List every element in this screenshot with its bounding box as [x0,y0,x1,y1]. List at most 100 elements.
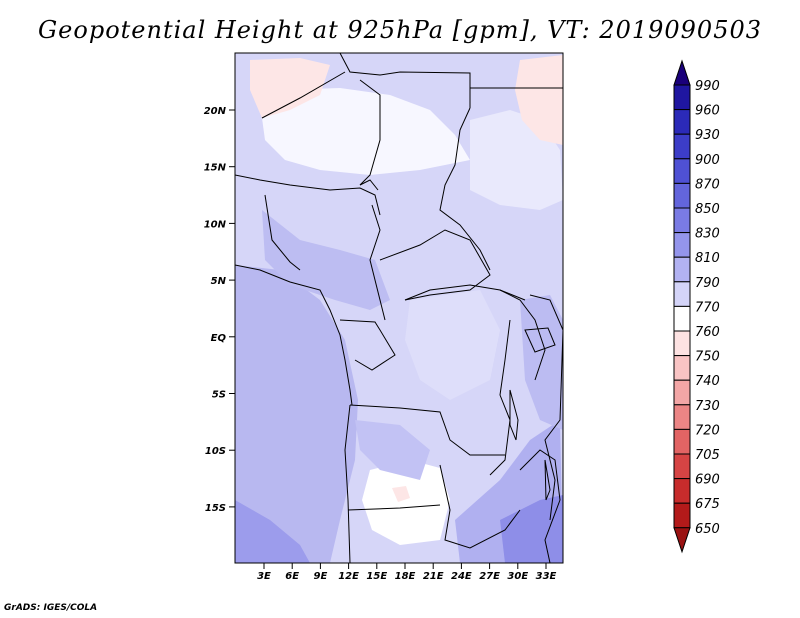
lake-tanganyika [509,389,519,441]
colorbar-label: 720 [695,423,720,438]
lon-label: 18E [395,571,416,582]
lat-label: 15N [204,163,227,174]
colorbar-label: 930 [695,128,720,143]
border-east-region [499,289,546,381]
colorbar-label: 760 [695,325,720,340]
lon-label: 12E [338,571,359,582]
colorbar-swatch [673,502,691,529]
colorbar-swatch [673,281,691,307]
contour-white-south [362,460,450,545]
contour-pink-northwest [250,58,330,118]
colorbar-bottom-arrow [673,527,691,554]
map-frame [234,52,564,564]
colorbar-swatch [673,109,691,135]
grads-credit: GrADS: IGES/COLA [4,603,98,613]
colorbar-swatch [673,428,691,455]
colorbar-label: 730 [695,399,720,414]
lon-label: 21E [423,571,444,582]
contour-pink-south [392,486,410,502]
colorbar-swatch [673,232,691,258]
colorbar-label: 690 [695,473,720,488]
lat-label: EQ [211,333,227,344]
longitude-axis: 3E 6E 9E 12E 15E 18E 21E 24E 27E 30E 33E [257,563,557,582]
border-angola-south [344,404,351,563]
river-nile [359,179,379,191]
contour-low-southwest [235,500,310,563]
lat-label: 10S [205,446,226,457]
contour-low-southeast-core [500,495,563,563]
lon-label: 3E [257,571,271,582]
colorbar-label: 960 [695,104,720,119]
colorbar-swatch [673,330,691,357]
border-algeria-mali [261,71,346,119]
border-north-horizontal [235,53,471,108]
colorbar-swatch [673,305,691,332]
colorbar-swatch [673,84,691,111]
lat-label: 20N [204,106,227,117]
colorbar-label: 850 [695,202,720,217]
colorbar-label: 740 [695,374,720,389]
colorbar-swatch [673,379,691,406]
lon-label: 15E [366,571,387,582]
colorbar-swatch [673,256,691,283]
border-chad-sudan [439,107,491,271]
chart-title: Geopotential Height at 925hPa [gpm], VT:… [38,16,762,44]
colorbar-swatch [673,207,691,234]
colorbar-label: 790 [695,276,720,291]
border-zambia [439,464,521,549]
border-nigeria [264,194,301,271]
border-mozambique [519,449,561,563]
contour-white-north [262,88,470,175]
colorbar-label: 675 [695,497,720,512]
colorbar-label: 770 [695,300,720,315]
country-borders [235,53,563,563]
colorbar-label: 650 [695,522,720,537]
lon-label: 33E [536,571,557,582]
colorbar-label: 870 [695,177,720,192]
lon-label: 24E [451,571,472,582]
lake-malawi [544,459,551,501]
contour-white-central [405,290,500,400]
border-gabon-congo [339,319,396,371]
colorbar-swatch [673,478,691,504]
contour-low-east [520,295,563,430]
colorbar-label: 900 [695,153,720,168]
colorbar-swatch [673,404,691,430]
border-cameroon [369,204,386,321]
border-angola-north [349,404,505,456]
colorbar-label: 810 [695,251,720,266]
lon-label: 30E [507,571,528,582]
border-namibia [347,504,441,511]
border-car [379,229,491,301]
contour-pink-northeast [515,55,563,145]
colorbar-swatch [673,133,691,160]
colorbar-swatch [673,355,691,381]
border-drc-north [404,284,526,301]
border-sahel [235,174,381,216]
lon-label: 27E [479,571,500,582]
latitude-axis: 20N 15N 10N 5N EQ 5S 10S 15S [204,106,235,514]
colorbar-swatch [673,182,691,209]
lat-label: 5N [211,276,227,287]
border-niger [359,79,381,186]
contour-low-angola [355,420,430,480]
colorbar-label: 750 [695,350,720,365]
lon-label: 9E [314,571,328,582]
colorbar-label: 990 [695,79,720,94]
border-drc-east [489,319,511,476]
colorbar-label: 705 [695,448,720,463]
coastline-west [235,264,353,406]
contour-low-coast [262,210,390,310]
colorbar-top-arrow [673,59,691,86]
contour-fill [235,55,563,563]
contour-low-west-ocean [235,265,358,563]
lake-victoria [524,327,556,353]
colorbar-swatch [673,453,691,480]
border-tanzania [529,294,563,521]
colorbar: 990 960 930 900 870 850 830 810 790 770 760 750 740 7… [673,59,720,554]
lon-label: 6E [285,571,299,582]
colorbar-label: 830 [695,227,720,242]
lat-label: 15S [205,503,226,514]
colorbar-swatch [673,158,691,184]
